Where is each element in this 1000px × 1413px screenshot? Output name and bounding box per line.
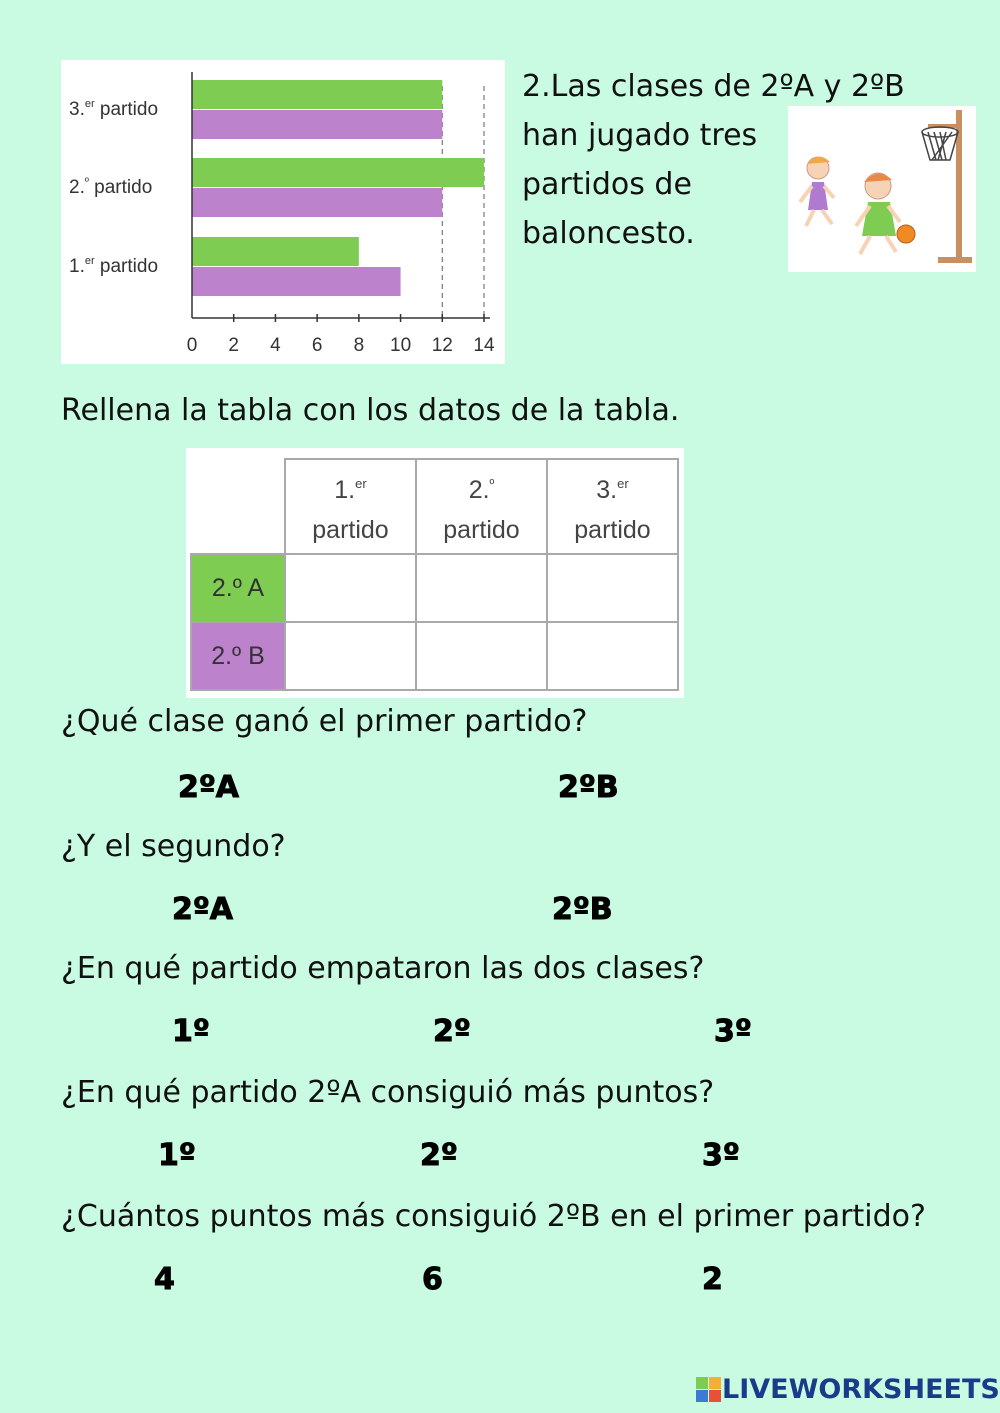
x-tick-label-4: 4 [270,335,281,356]
answer-cell-2b-2[interactable] [415,621,548,691]
brand-text: LIVEWORKSHEETS [722,1374,1000,1405]
category-label-1: 3.er partido [69,98,158,120]
option-q2-2b[interactable]: 2ºB [552,892,614,928]
category-label-3: 1.er partido [69,255,158,277]
column-header-2: 2.º partido [415,458,548,555]
table-header-row: 1.er partido 2.º partido 3.er partido [191,458,679,555]
basketball-illustration [788,106,976,272]
option-q4-1[interactable]: 1º [158,1138,197,1174]
intro-line-3: partidos de [522,167,692,202]
question-5: ¿Cuántos puntos más consiguió 2ºB en el … [61,1199,926,1234]
option-q3-2[interactable]: 2º [433,1014,472,1050]
logo-blocks-icon [696,1376,721,1402]
answer-cell-2b-1[interactable] [284,621,417,691]
question-1: ¿Qué clase ganó el primer partido? [61,704,588,739]
kid-dribbling-icon [854,172,916,255]
question-2: ¿Y el segundo? [61,829,286,864]
x-tick-label-14: 14 [473,335,495,356]
option-q5-2[interactable]: 2 [702,1262,724,1298]
kid-running-icon [798,156,836,227]
x-tick-label-10: 10 [390,335,411,356]
answer-cell-2a-1[interactable] [284,553,417,623]
row-header-2b: 2.º B [190,621,286,691]
bar-chart: 3.er partido 2.º partido 1.er partido 0 2 4 6 8… [61,60,505,364]
x-tick-label-12: 12 [432,335,453,356]
option-q5-4[interactable]: 4 [154,1262,176,1298]
question-4: ¿En qué partido 2ºA consiguió más puntos… [61,1075,715,1110]
table-corner [191,459,286,555]
bar-3-series-1 [192,237,359,266]
x-tick-label-8: 8 [354,335,365,356]
option-q1-2b[interactable]: 2ºB [558,770,620,806]
answer-cell-2a-3[interactable] [546,553,679,623]
bar-2-series-2 [192,188,443,217]
row-header-2a: 2.º A [190,553,286,623]
liveworksheets-logo: LIVEWORKSHEETS [696,1374,1000,1408]
score-table: 1.er partido 2.º partido 3.er partido 2.… [190,458,679,691]
hoop-pole-icon [956,110,962,260]
table-row: 2.º A [190,553,679,623]
option-q3-3[interactable]: 3º [714,1014,753,1050]
column-header-1: 1.er partido [284,458,417,555]
option-q4-2[interactable]: 2º [420,1138,459,1174]
basketball-net-icon [921,126,959,161]
option-q5-6[interactable]: 6 [422,1262,444,1298]
option-q2-2a[interactable]: 2ºA [171,892,234,928]
bar-2-series-1 [192,158,484,187]
bar-1-series-1 [192,80,443,109]
x-tick-label-6: 6 [312,335,323,356]
question-3: ¿En qué partido empataron las dos clases… [61,951,705,986]
x-tick-label-0: 0 [187,335,198,356]
column-header-3: 3.er partido [546,458,679,555]
intro-line-1: 2.Las clases de 2ºA y 2ºB [522,69,905,104]
bar-1-series-2 [192,110,443,139]
table-row: 2.º B [190,621,679,691]
answer-cell-2a-2[interactable] [415,553,548,623]
intro-line-2: han jugado tres [522,118,758,153]
score-table-wrapper: 1.er partido 2.º partido 3.er partido 2.… [186,448,684,698]
category-label-2: 2.º partido [69,176,152,198]
bar-chart-svg: 3.er partido 2.º partido 1.er partido 0 2 4 6 8… [69,72,495,356]
answer-cell-2b-3[interactable] [546,621,679,691]
exercise-intro: 2.Las clases de 2ºA y 2ºB han jugado tre… [522,62,905,258]
table-instruction: Rellena la tabla con los datos de la tab… [61,393,680,428]
option-q1-2a[interactable]: 2ºA [177,770,240,806]
x-tick-label-2: 2 [228,335,239,356]
intro-line-4: baloncesto. [522,216,695,251]
bar-3-series-2 [192,267,401,296]
option-q3-1[interactable]: 1º [172,1014,211,1050]
option-q4-3[interactable]: 3º [702,1138,741,1174]
